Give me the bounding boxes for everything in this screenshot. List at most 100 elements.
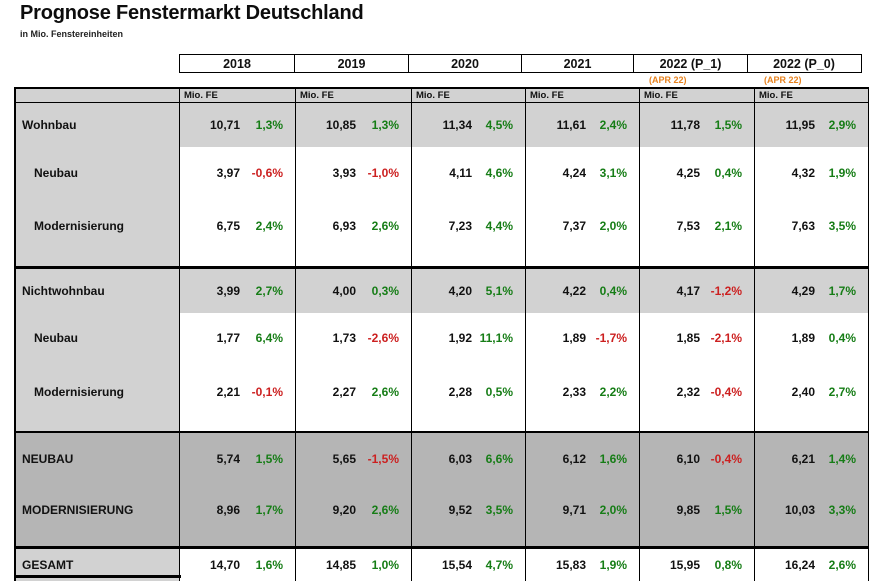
value-change-pct: 2,7% [255,283,283,298]
spacer-cell [14,535,179,546]
value-change-pct: 2,1% [714,219,742,233]
spacer-cell [411,419,525,431]
value-mio-fe: 4,25 [676,165,700,180]
value-mio-fe: 11,34 [442,118,472,132]
value-change-pct: 1,9% [828,165,856,180]
value-mio-fe: 7,63 [791,219,815,233]
value-change-pct: 1,3% [255,118,283,132]
value-cell: 6,12 1,6% [525,433,639,484]
value-mio-fe: 4,00 [332,283,356,298]
value-change-pct: -2,6% [367,331,399,345]
value-change-pct: -0,1% [251,384,283,399]
value-mio-fe: 15,83 [555,557,586,572]
value-cell: 15,54 4,7% [411,548,525,581]
spacer-cell [411,254,525,266]
value-cell: 10,85 1,3% [295,103,411,147]
value-cell: 5,65 -1,5% [295,433,411,484]
table-block-divider [14,101,869,103]
forecast-note [179,73,295,87]
value-change-pct: 1,5% [255,451,283,466]
value-mio-fe: 14,70 [209,557,240,572]
forecast-table: Mio. FE Mio. FE Mio. FE Mio. FE Mio. FE Mio. … [14,87,869,581]
value-change-pct: -1,0% [367,165,399,180]
forecast-note-row: (APR 22) (APR 22) [179,73,869,87]
value-change-pct: 1,5% [714,118,742,132]
value-cell: 9,71 2,0% [525,484,639,535]
value-cell: 3,99 2,7% [179,268,295,313]
value-cell: 9,52 3,5% [411,484,525,535]
value-change-pct: 2,6% [371,384,399,399]
value-mio-fe: 5,65 [332,451,356,466]
value-change-pct: 4,5% [485,118,513,132]
value-change-pct: 1,7% [255,502,283,517]
value-cell: 6,93 2,6% [295,198,411,254]
value-mio-fe: 15,54 [441,557,472,572]
value-change-pct: 3,5% [828,219,856,233]
forecast-note: (APR 22) [764,74,802,85]
value-cell: 6,03 6,6% [411,433,525,484]
value-cell: 10,03 3,3% [754,484,869,535]
value-cell: 7,63 3,5% [754,198,869,254]
row-label-wohnbau: Wohnbau [14,103,179,147]
value-change-pct: 2,7% [828,384,856,399]
value-mio-fe: 1,77 [216,331,240,345]
value-change-pct: 1,0% [371,557,399,572]
value-mio-fe: 1,89 [562,331,586,345]
value-change-pct: 2,6% [828,557,856,572]
forecast-note [295,73,411,87]
value-mio-fe: 9,85 [676,502,700,517]
value-change-pct: 4,6% [485,165,513,180]
value-mio-fe: 2,28 [448,384,472,399]
row-label-modernisierung: Modernisierung [14,363,179,420]
unit-header-cell: Mio. FE [639,89,754,102]
year-header-2021: 2021 [520,54,635,73]
value-cell: 6,10 -0,4% [639,433,754,484]
value-cell: 9,20 2,6% [295,484,411,535]
value-cell: 9,85 1,5% [639,484,754,535]
year-header-2019: 2019 [293,54,410,73]
value-change-pct: 6,4% [255,331,283,345]
spacer-cell [179,254,295,266]
value-cell: 6,21 1,4% [754,433,869,484]
value-cell: 4,22 0,4% [525,268,639,313]
unit-header-cell: Mio. FE [179,89,295,102]
value-mio-fe: 5,74 [216,451,240,466]
value-mio-fe: 9,52 [448,502,472,517]
value-mio-fe: 11,61 [556,118,586,132]
value-change-pct: 0,5% [485,384,513,399]
value-cell: 4,25 0,4% [639,147,754,198]
value-change-pct: 0,4% [828,331,856,345]
value-cell: 2,40 2,7% [754,363,869,420]
value-mio-fe: 4,17 [676,283,700,298]
value-change-pct: -1,2% [710,283,742,298]
row-label-neubau: NEUBAU [14,433,179,484]
value-mio-fe: 1,85 [676,331,700,345]
spacer-cell [295,419,411,431]
value-cell: 3,97 -0,6% [179,147,295,198]
value-mio-fe: 7,37 [562,219,586,233]
value-change-pct: 2,0% [599,219,627,233]
value-cell: 8,96 1,7% [179,484,295,535]
value-mio-fe: 16,24 [784,557,815,572]
value-change-pct: 1,7% [828,283,856,298]
value-mio-fe: 3,99 [216,283,240,298]
value-mio-fe: 9,20 [332,502,356,517]
spacer-cell [639,419,754,431]
value-mio-fe: 3,93 [332,165,356,180]
value-cell: 2,28 0,5% [411,363,525,420]
value-change-pct: 2,4% [255,219,283,233]
value-change-pct: 5,1% [485,283,513,298]
value-mio-fe: 10,03 [784,502,815,517]
spacer-cell [525,254,639,266]
value-cell: 10,71 1,3% [179,103,295,147]
value-mio-fe: 1,89 [791,331,815,345]
value-mio-fe: 2,21 [216,384,240,399]
value-cell: 1,89 0,4% [754,312,869,364]
row-label-nichtwohnbau: Nichtwohnbau [14,268,179,313]
value-cell: 1,92 11,1% [411,312,525,364]
spacer-cell [179,535,295,546]
unit-header-cell: Mio. FE [525,89,639,102]
table-block-divider [14,266,869,269]
value-mio-fe: 9,71 [562,502,586,517]
